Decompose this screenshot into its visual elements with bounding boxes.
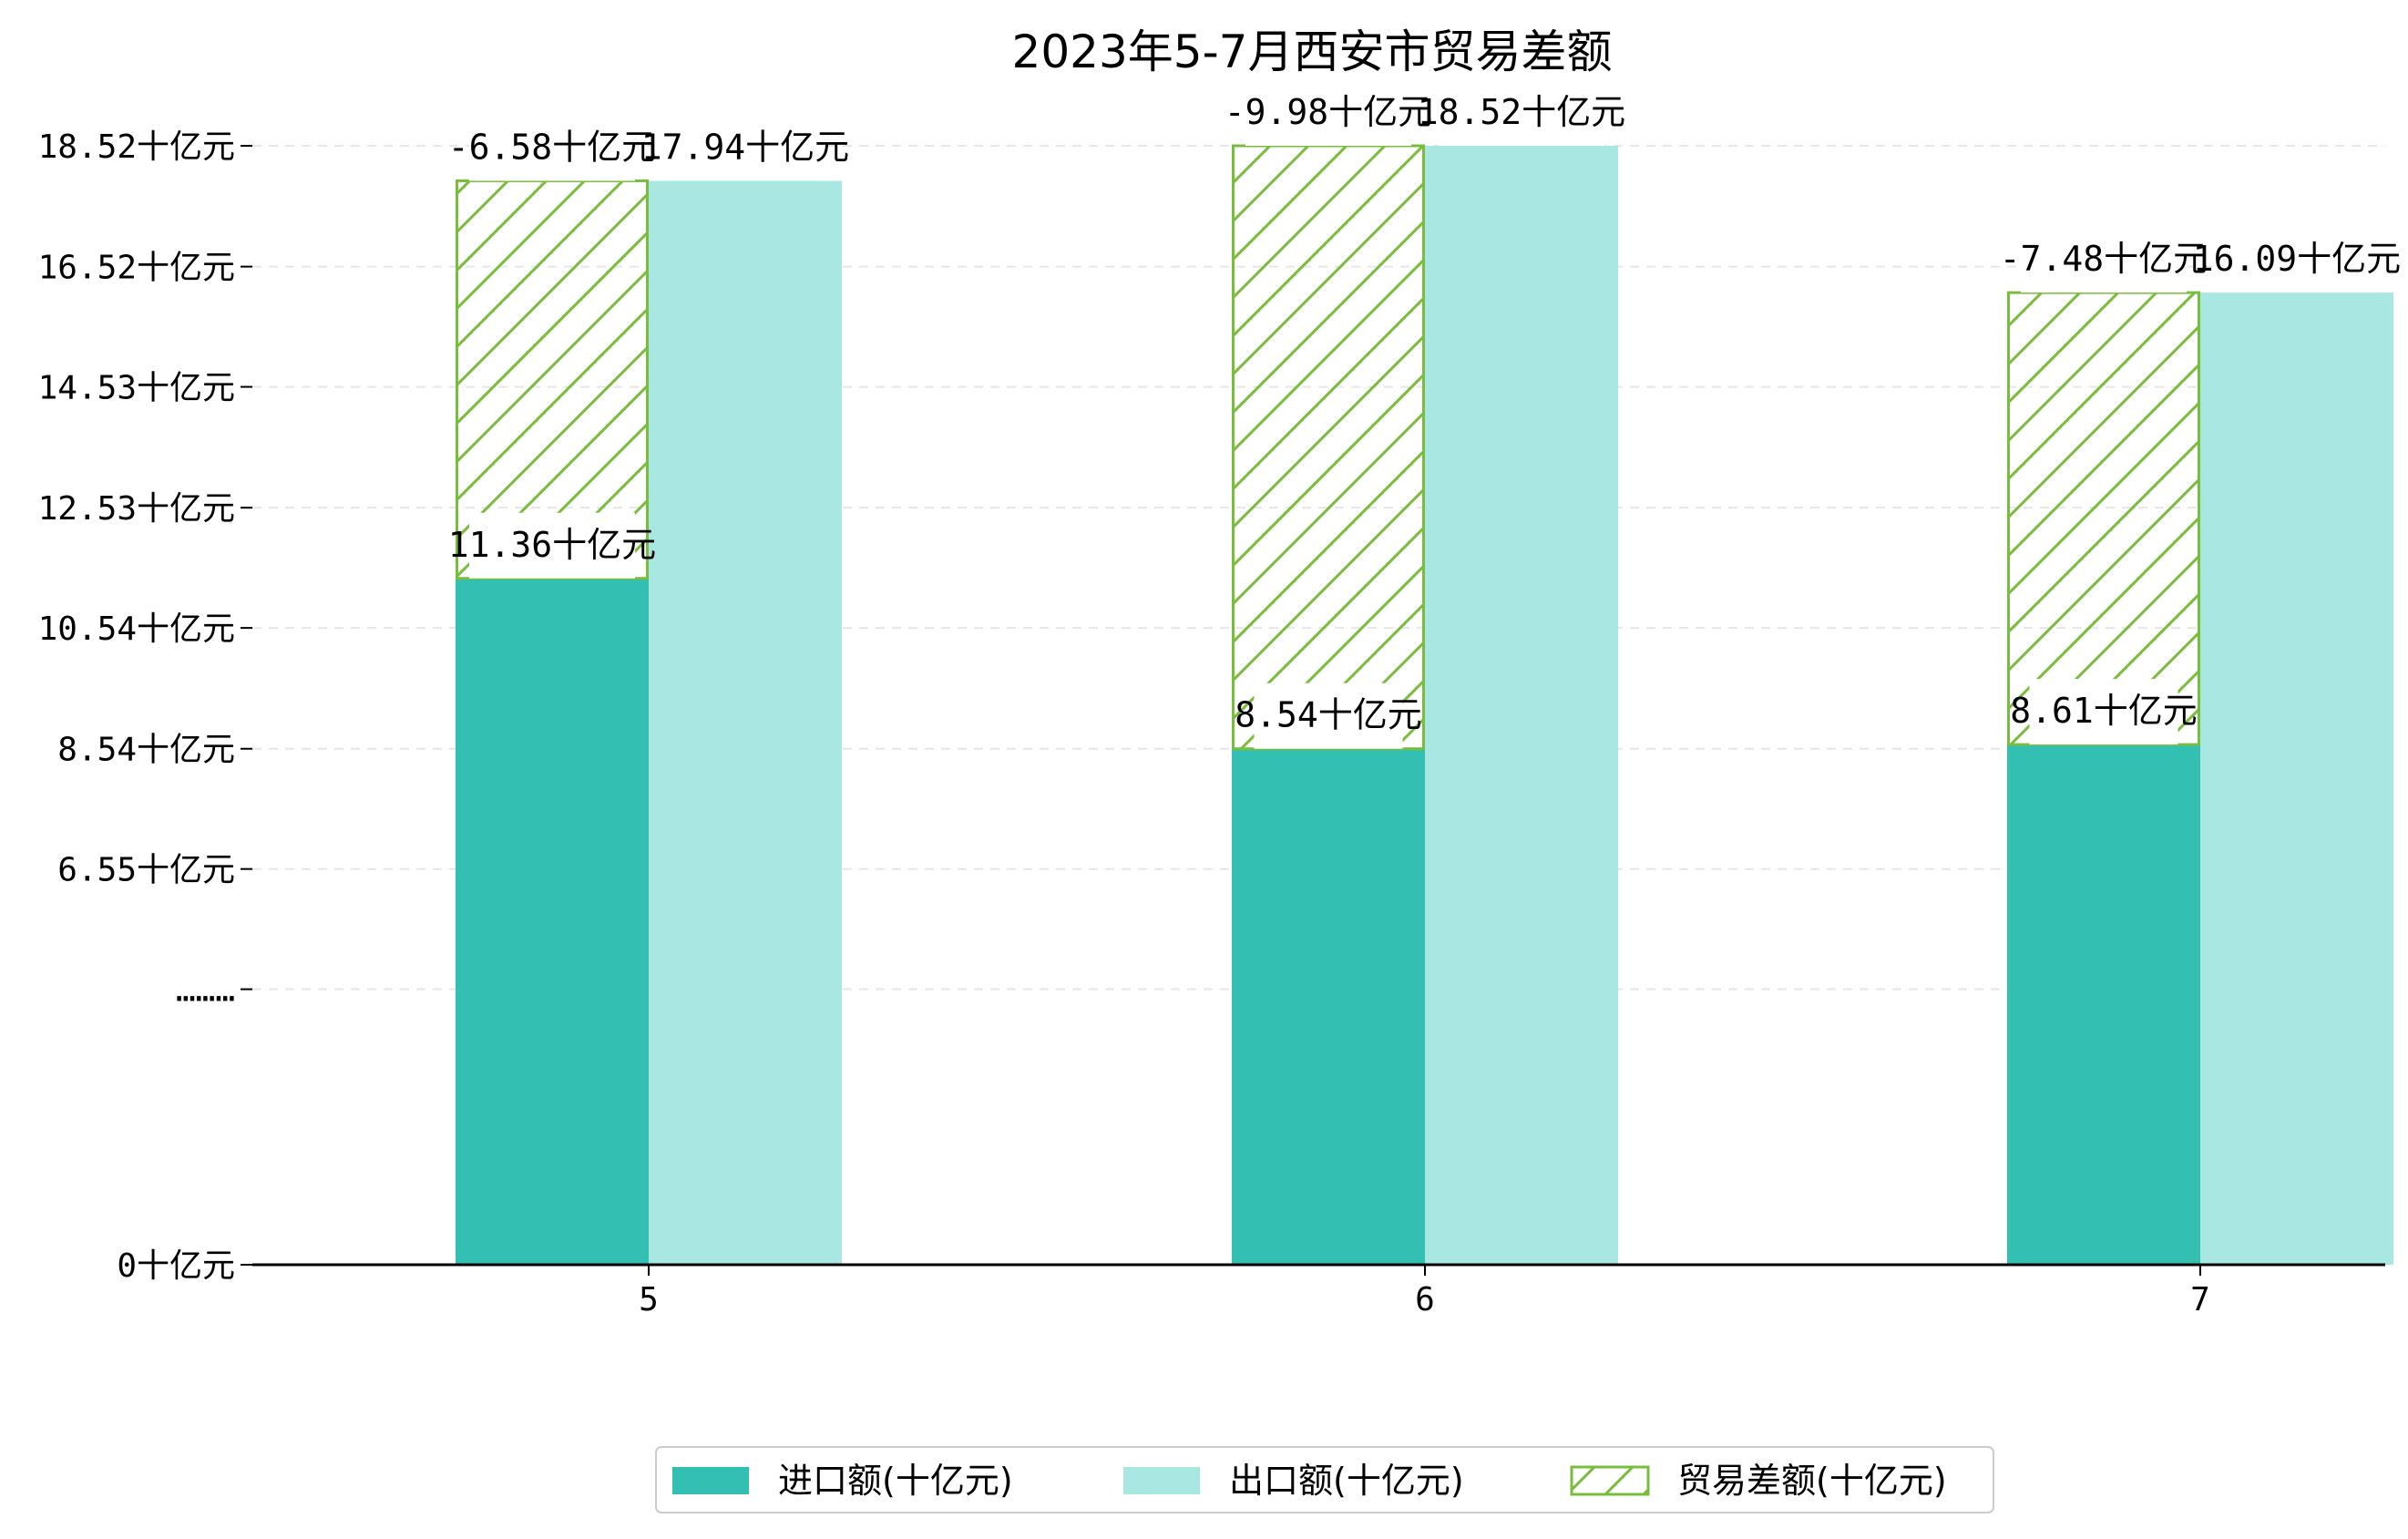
label-trade-balance-bg <box>2021 227 2187 293</box>
y-tick-label: 10.54十亿元 <box>38 610 235 648</box>
legend-swatch <box>672 1467 749 1494</box>
bar-import <box>456 578 649 1265</box>
label-trade-balance: -7.48十亿元 <box>2000 239 2208 279</box>
bar-export <box>1425 146 1618 1265</box>
y-tick-label: 18.52十亿元 <box>38 128 235 166</box>
y-tick-label: 16.52十亿元 <box>38 250 235 287</box>
data-labels: 11.36十亿元17.94十亿元-6.58十亿元8.54十亿元18.52十亿元-… <box>448 80 2401 749</box>
label-export: 16.09十亿元 <box>2193 239 2401 279</box>
y-tick-label: 0十亿元 <box>117 1247 235 1285</box>
legend-label: 进口额(十亿元) <box>778 1461 1013 1501</box>
x-tick-label: 6 <box>1415 1281 1435 1318</box>
label-export-bg <box>662 115 828 181</box>
x-tick-label: 5 <box>639 1281 659 1318</box>
y-tick-label: 14.53十亿元 <box>38 370 235 407</box>
label-import-bg <box>2029 679 2178 745</box>
label-trade-balance: -6.58十亿元 <box>448 127 656 167</box>
label-import-bg <box>469 512 635 579</box>
label-trade-balance: -9.98十亿元 <box>1224 92 1432 132</box>
axes: 0十亿元 ……… 6.55十亿元 8.54十亿元 10.54十亿元 12.53十亿元 14.… <box>38 128 2385 1318</box>
bar-import <box>2007 744 2200 1265</box>
chart-title: 2023年5-7月西安市贸易差额 <box>1012 26 1613 78</box>
bar-import <box>1232 748 1425 1265</box>
label-import: 8.54十亿元 <box>1235 695 1422 735</box>
y-tick-label: 6.55十亿元 <box>57 852 235 889</box>
label-export-bg <box>2214 227 2380 293</box>
y-tick-label: 8.54十亿元 <box>57 732 235 769</box>
legend: 进口额(十亿元) 出口额(十亿元) 贸易差额(十亿元) <box>655 1446 1994 1513</box>
y-tick-label: ……… <box>176 972 235 1010</box>
label-import-bg <box>1254 682 1403 749</box>
bar-trade-balance <box>456 179 649 580</box>
legend-box <box>655 1446 1994 1513</box>
label-export: 17.94十亿元 <box>641 127 849 167</box>
label-import: 8.61十亿元 <box>2010 691 2198 731</box>
legend-swatch <box>1123 1467 1200 1494</box>
bar-export <box>2200 292 2393 1266</box>
bars <box>456 144 2393 1266</box>
bar-export <box>649 180 842 1265</box>
bar-trade-balance <box>2007 291 2200 746</box>
legend-label: 出口额(十亿元) <box>1229 1461 1464 1501</box>
label-trade-balance-bg <box>1245 80 1411 146</box>
x-tick-label: 7 <box>2190 1281 2210 1318</box>
y-tick-label: 12.53十亿元 <box>38 490 235 528</box>
label-trade-balance-bg <box>469 115 635 181</box>
legend-label: 贸易差额(十亿元) <box>1677 1461 1947 1501</box>
bar-trade-balance <box>1232 144 1425 751</box>
label-import: 11.36十亿元 <box>448 525 656 565</box>
legend-swatch <box>1570 1465 1650 1496</box>
label-export: 18.52十亿元 <box>1418 92 1625 132</box>
label-export-bg <box>1439 80 1604 146</box>
